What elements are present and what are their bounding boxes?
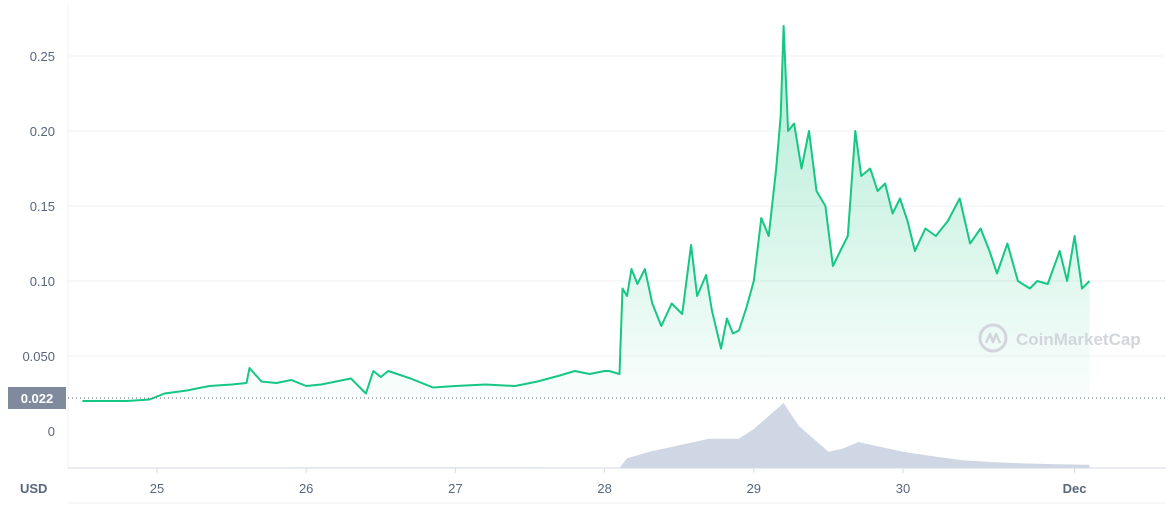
x-tick-label: 27 [448,481,462,496]
x-tick-label: 29 [747,481,761,496]
x-tick-label: 28 [597,481,611,496]
volume-histogram [82,403,1090,468]
current-price-label: 0.022 [21,391,54,406]
y-tick-label: 0.20 [30,124,55,139]
volume-area [82,403,1090,468]
x-axis-ticks: 25 26 27 28 29 30 Dec [150,468,1087,496]
watermark-text: CoinMarketCap [1016,330,1141,349]
y-tick-label: 0.050 [22,349,55,364]
x-unit-label: USD [20,481,47,496]
current-price-marker: 0.022 [8,387,1166,409]
watermark[interactable]: CoinMarketCap [978,323,1141,353]
price-area-fill [82,26,1090,401]
coinmarketcap-logo-icon [978,323,1008,353]
y-axis-ticks: 0 0.050 0.10 0.15 0.20 0.25 [22,49,55,439]
grid-lines [67,5,1166,504]
y-tick-label: 0.25 [30,49,55,64]
price-line [82,25,1091,402]
x-tick-label: 26 [299,481,313,496]
y-tick-label: 0 [48,424,55,439]
x-tick-label: 25 [150,481,164,496]
y-tick-label: 0.10 [30,274,55,289]
x-tick-label: Dec [1063,481,1087,496]
price-area [82,25,1091,402]
y-tick-label: 0.15 [30,199,55,214]
current-price-badge [8,387,66,409]
x-tick-label: 30 [896,481,910,496]
